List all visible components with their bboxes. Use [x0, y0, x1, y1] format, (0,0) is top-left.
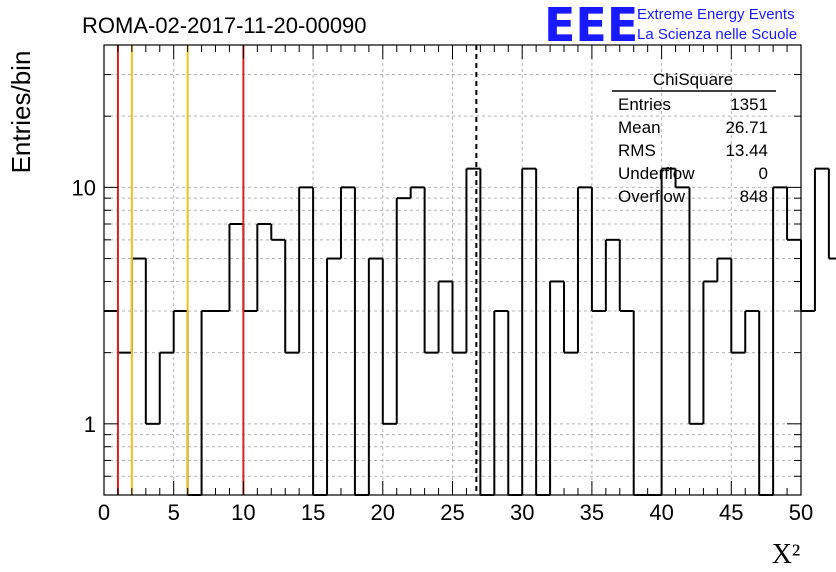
stats-value-rms: 13.44 [725, 141, 768, 160]
x-tick-label: 40 [649, 500, 673, 525]
stats-value-overflow: 848 [740, 187, 768, 206]
logo-line2: La Scienza nelle Scuole [637, 26, 797, 43]
reference-lines [116, 45, 478, 495]
x-tick-label: 20 [371, 500, 395, 525]
y-tick-label: 10 [72, 175, 96, 200]
histogram-bars [104, 167, 836, 496]
x-tick-label: 45 [719, 500, 743, 525]
x-axis-label: X² [772, 539, 801, 570]
x-tick-label: 35 [580, 500, 604, 525]
logo-line1: Extreme Energy Events [637, 6, 795, 23]
stats-label-underflow: Underflow [618, 164, 695, 183]
x-tick-label: 0 [98, 500, 110, 525]
x-tick-label: 10 [231, 500, 255, 525]
y-axis-label: Entries/bin [6, 51, 36, 174]
stats-label-overflow: Overflow [618, 187, 686, 206]
x-tick-label: 50 [789, 500, 813, 525]
grid-lines [104, 45, 801, 495]
stats-label-entries: Entries [618, 95, 671, 114]
stats-box: ChiSquare Entries 1351 Mean 26.71 RMS 13… [612, 70, 776, 206]
x-tick-label: 15 [301, 500, 325, 525]
stats-value-entries: 1351 [730, 95, 768, 114]
x-tick-label: 25 [440, 500, 464, 525]
stats-label-rms: RMS [618, 141, 656, 160]
x-tick-label: 5 [168, 500, 180, 525]
eee-logo-text: EEE [544, 0, 638, 52]
chart-title: ROMA-02-2017-11-20-00090 [82, 13, 367, 38]
stats-label-mean: Mean [618, 118, 661, 137]
stats-value-underflow: 0 [759, 164, 768, 183]
x-tick-label: 30 [510, 500, 534, 525]
axis-ticks: 0 5 10 15 20 25 30 35 40 45 50 1 10 [72, 45, 813, 525]
stats-title: ChiSquare [653, 70, 733, 89]
eee-logo: EEE Extreme Energy Events La Scienza nel… [544, 0, 797, 52]
y-tick-label: 1 [84, 412, 96, 437]
stats-value-mean: 26.71 [725, 118, 768, 137]
